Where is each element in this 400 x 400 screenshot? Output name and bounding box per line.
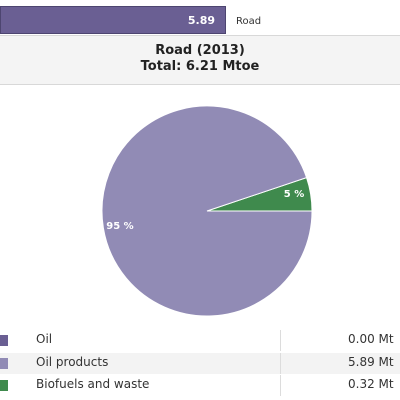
chart-title: Road (2013): [155, 43, 245, 58]
legend-divider: [280, 330, 281, 351]
chart-subtitle: Total: 6.21 Mtoe: [140, 59, 260, 74]
legend-table: Oil 0.00 Mt Oil products 5.89 Mt Biofuel…: [0, 330, 400, 400]
pie-svg: 5 % 95 %: [101, 105, 313, 317]
legend-divider: [280, 353, 281, 374]
legend-row-oil[interactable]: Oil 0.00 Mt: [0, 330, 400, 351]
legend-value-oil-products: 5.89 Mt: [348, 355, 394, 369]
pie-label-oil-products: 95 %: [106, 221, 133, 232]
pie-chart: 5 % 95 %: [0, 85, 400, 330]
chart-header: Road (2013) Total: 6.21 Mtoe: [0, 35, 400, 85]
legend-swatch-oil: [0, 335, 8, 346]
legend-value-biofuels: 0.32 Mt: [348, 377, 394, 391]
legend-name-oil-products: Oil products: [36, 355, 109, 369]
pie-label-biofuels-and-waste: 5 %: [284, 189, 304, 200]
legend-name-oil: Oil: [36, 332, 53, 346]
legend-swatch-oil-products: [0, 358, 8, 369]
legend-divider: [280, 375, 281, 396]
legend-value-oil: 0.00 Mt: [348, 332, 394, 346]
road-bar-value: 5.89: [187, 14, 215, 27]
legend-name-biofuels: Biofuels and waste: [36, 377, 150, 391]
previous-bar-row: 5.89 Road: [0, 0, 400, 35]
pie-slice-oil-products[interactable]: [101, 105, 313, 317]
legend-row-biofuels[interactable]: Biofuels and waste 0.32 Mt: [0, 375, 400, 396]
road-bar[interactable]: 5.89: [0, 6, 226, 34]
road-bar-label: Road: [236, 16, 262, 27]
legend-swatch-biofuels: [0, 380, 8, 391]
legend-row-oil-products[interactable]: Oil products 5.89 Mt: [0, 353, 400, 374]
